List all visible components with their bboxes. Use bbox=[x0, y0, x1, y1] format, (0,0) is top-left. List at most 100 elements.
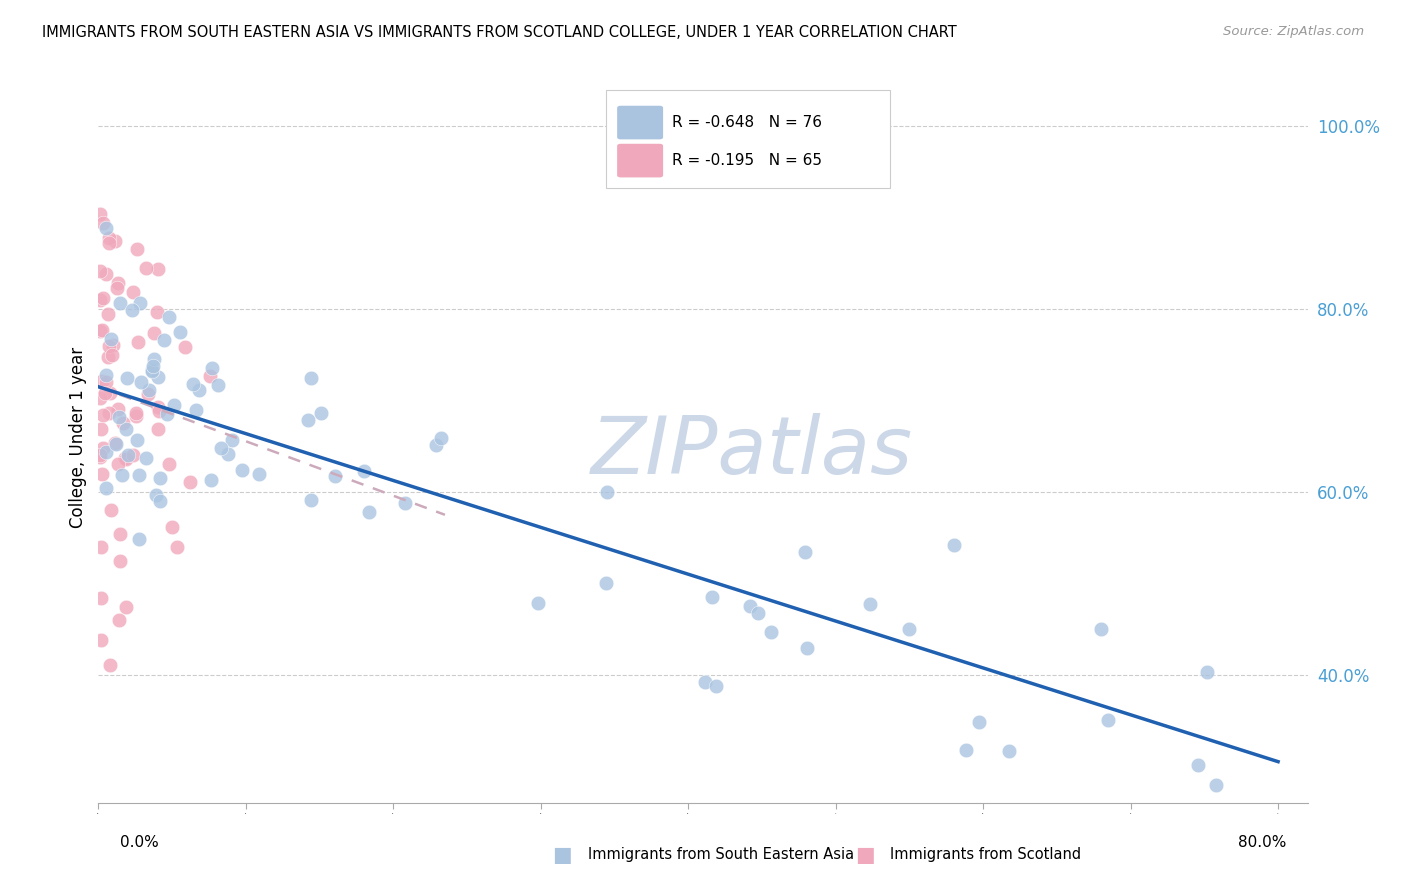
Point bbox=[297, 413, 319, 427]
Point bbox=[153, 333, 176, 347]
Point bbox=[96, 267, 118, 281]
Point bbox=[200, 369, 222, 384]
Point bbox=[693, 675, 716, 690]
Point bbox=[117, 448, 139, 462]
Point bbox=[91, 408, 114, 422]
Point bbox=[110, 554, 132, 568]
Point bbox=[323, 469, 346, 483]
Point bbox=[94, 368, 117, 382]
Point bbox=[91, 216, 114, 230]
Point bbox=[357, 506, 380, 520]
Point bbox=[217, 447, 239, 461]
Point bbox=[794, 545, 817, 559]
Point bbox=[107, 276, 129, 290]
Point bbox=[100, 333, 122, 347]
Point bbox=[89, 293, 111, 307]
Point bbox=[101, 338, 124, 352]
Point bbox=[138, 383, 160, 397]
Point bbox=[100, 502, 122, 516]
Point bbox=[430, 431, 453, 445]
Y-axis label: College, Under 1 year: College, Under 1 year bbox=[69, 346, 87, 528]
Point bbox=[135, 261, 157, 276]
Text: R = -0.648   N = 76: R = -0.648 N = 76 bbox=[672, 115, 821, 130]
Point bbox=[201, 360, 224, 375]
Point bbox=[173, 340, 195, 354]
Point bbox=[94, 220, 117, 235]
Point bbox=[94, 385, 117, 400]
Point bbox=[162, 520, 184, 534]
Point bbox=[114, 451, 136, 466]
Point bbox=[98, 386, 121, 401]
Point bbox=[146, 370, 169, 384]
Point bbox=[188, 383, 211, 397]
Point bbox=[108, 527, 131, 541]
Point bbox=[141, 363, 163, 377]
Text: 0.0%: 0.0% bbox=[120, 836, 159, 850]
Text: ■: ■ bbox=[553, 845, 572, 864]
Point bbox=[122, 449, 145, 463]
Point bbox=[221, 433, 243, 447]
Point bbox=[149, 471, 172, 485]
Point bbox=[143, 352, 166, 367]
Point bbox=[91, 467, 114, 482]
Text: Immigrants from South Eastern Asia: Immigrants from South Eastern Asia bbox=[588, 847, 853, 862]
Point bbox=[1187, 758, 1209, 772]
Text: Source: ZipAtlas.com: Source: ZipAtlas.com bbox=[1223, 25, 1364, 38]
Point bbox=[309, 405, 332, 419]
Point bbox=[97, 307, 120, 321]
Point bbox=[128, 532, 150, 546]
Point bbox=[90, 540, 112, 554]
Point bbox=[105, 437, 128, 451]
Point bbox=[157, 457, 180, 471]
FancyBboxPatch shape bbox=[617, 106, 664, 139]
Point bbox=[122, 285, 145, 300]
Point bbox=[110, 468, 132, 483]
Point bbox=[108, 613, 131, 627]
Text: ZIPatlas: ZIPatlas bbox=[591, 413, 912, 491]
Point bbox=[166, 540, 188, 554]
Point bbox=[97, 350, 120, 364]
Point bbox=[146, 262, 169, 277]
Point bbox=[98, 230, 121, 244]
Point bbox=[128, 296, 150, 310]
Text: R = -0.195   N = 65: R = -0.195 N = 65 bbox=[672, 153, 821, 168]
Point bbox=[859, 598, 882, 612]
Point bbox=[89, 448, 111, 462]
Point bbox=[145, 488, 167, 502]
Point bbox=[595, 484, 617, 499]
Point bbox=[91, 442, 114, 456]
Point bbox=[94, 481, 117, 495]
Point bbox=[124, 406, 146, 420]
Point bbox=[136, 386, 159, 401]
Point bbox=[115, 371, 138, 385]
Point bbox=[200, 473, 222, 487]
Point bbox=[700, 591, 723, 605]
Point bbox=[98, 658, 121, 673]
Point bbox=[121, 303, 143, 318]
Point bbox=[125, 242, 148, 256]
Point bbox=[98, 339, 121, 353]
Point bbox=[148, 400, 170, 414]
Point bbox=[394, 496, 416, 510]
Point bbox=[181, 376, 204, 391]
Point bbox=[704, 679, 727, 693]
Point bbox=[127, 335, 149, 350]
Point bbox=[156, 407, 179, 421]
Point bbox=[101, 348, 124, 362]
Point bbox=[955, 742, 977, 756]
Point bbox=[943, 538, 966, 552]
Point bbox=[108, 295, 131, 310]
Point bbox=[107, 401, 129, 416]
Point bbox=[146, 422, 169, 436]
Text: 80.0%: 80.0% bbox=[1239, 836, 1286, 850]
Point bbox=[595, 576, 617, 591]
Point bbox=[90, 322, 112, 336]
Point bbox=[527, 597, 550, 611]
Point bbox=[129, 375, 152, 389]
Point bbox=[90, 632, 112, 647]
Point bbox=[89, 264, 111, 278]
Point bbox=[162, 398, 184, 412]
Point bbox=[747, 606, 769, 620]
Point bbox=[967, 715, 990, 730]
Point bbox=[111, 416, 134, 430]
